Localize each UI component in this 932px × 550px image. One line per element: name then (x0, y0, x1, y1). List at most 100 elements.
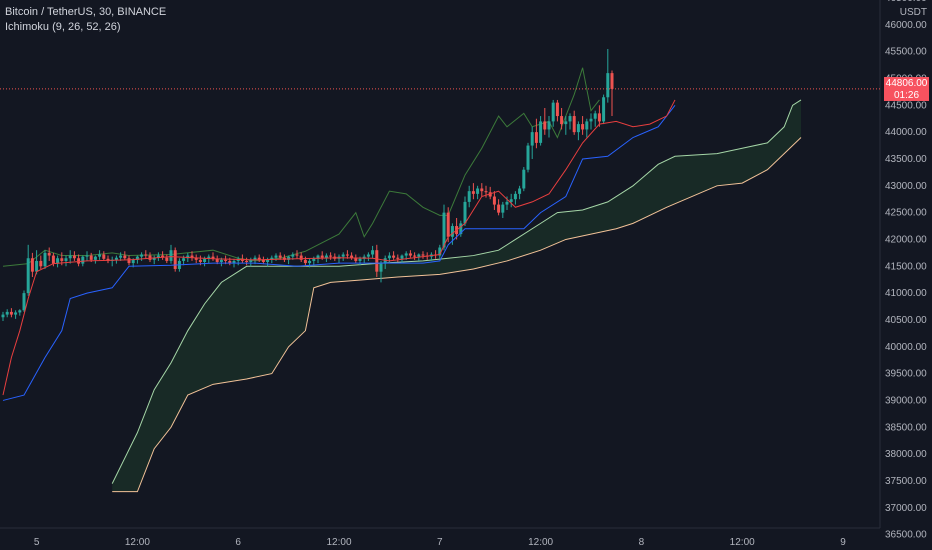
price-tick-label: 36500.00 (885, 530, 927, 541)
time-tick-label: 12:00 (730, 537, 755, 548)
candle-body (408, 253, 412, 256)
candle-body (169, 250, 173, 261)
candle-body (492, 196, 496, 205)
candle-body (270, 257, 274, 260)
candle-body (413, 255, 417, 257)
candle-body (350, 255, 354, 258)
candle-body (278, 255, 282, 258)
candle-body (505, 201, 509, 205)
indicator-label[interactable]: Ichimoku (9, 26, 52, 26) (5, 21, 121, 33)
candle-body (526, 145, 530, 170)
candle-body (56, 258, 60, 264)
candle-body (551, 102, 555, 122)
time-tick-label: 7 (437, 537, 443, 548)
price-tick-label: 41500.00 (885, 261, 927, 272)
candle-body (442, 212, 446, 248)
candle-body (463, 201, 467, 224)
candle-body (72, 255, 76, 259)
candle-body (375, 250, 379, 272)
candle-body (312, 258, 316, 261)
time-tick-label: 9 (840, 537, 846, 548)
time-tick-label: 8 (639, 537, 645, 548)
candle-body (568, 116, 572, 122)
candle-body (417, 254, 421, 257)
price-tick-label: 37500.00 (885, 476, 927, 487)
candle-body (22, 293, 26, 311)
leading-span-a-line (111, 99, 802, 484)
candle-body (135, 256, 139, 260)
candle-body (576, 124, 580, 133)
symbol-title[interactable]: Bitcoin / TetherUS, 30, BINANCE (5, 6, 167, 18)
candle-body (224, 259, 228, 261)
candle-body (358, 258, 362, 261)
candle-body (1, 314, 5, 318)
candle-body (219, 259, 223, 262)
candle-body (198, 259, 202, 262)
candle-body (274, 255, 278, 258)
price-tick-label: 39500.00 (885, 369, 927, 380)
countdown-label: 01:26 (893, 89, 920, 101)
candle-body (39, 260, 43, 267)
candle-body (266, 259, 270, 262)
time-tick-label: 5 (34, 537, 40, 548)
price-tick-label: 38500.00 (885, 422, 927, 433)
candle-body (60, 258, 64, 261)
candle-body (14, 312, 18, 315)
candle-body (589, 118, 593, 122)
base-line (2, 105, 676, 401)
candle-body (354, 257, 358, 261)
candle-body (585, 121, 589, 130)
candle-body (123, 255, 127, 259)
candle-body (438, 247, 442, 256)
candle-body (114, 257, 118, 260)
candle-body (9, 311, 13, 315)
candle-body (597, 113, 601, 122)
candle-body (602, 97, 606, 122)
candle-body (47, 252, 51, 256)
current-price-label: 44806.00 (885, 77, 928, 89)
candle-body (396, 257, 400, 259)
candle-body (127, 258, 131, 264)
candle-body (140, 254, 144, 257)
candle-body (93, 256, 97, 260)
candle-body (341, 254, 345, 257)
candle-body (324, 255, 328, 258)
candle-body (253, 257, 257, 260)
candle-body (5, 311, 9, 315)
candle-body (299, 255, 303, 260)
candle-body (190, 255, 194, 258)
candle-body (295, 254, 299, 256)
candle-body (161, 255, 165, 258)
candle-body (497, 204, 501, 213)
candle-body (144, 254, 148, 256)
candle-body (148, 255, 152, 260)
price-tick-label: 40000.00 (885, 342, 927, 353)
chart-legend: Bitcoin / TetherUS, 30, BINANCE Ichimoku… (5, 5, 166, 35)
candle-body (43, 252, 47, 267)
candle-body (291, 254, 295, 257)
time-tick-label: 12:00 (125, 537, 150, 548)
candle-body (387, 255, 391, 259)
candle-body (257, 257, 261, 260)
candle-body (513, 193, 517, 200)
candle-body (89, 255, 93, 260)
lagging-span-line (2, 67, 600, 267)
price-tick-label: 40500.00 (885, 315, 927, 326)
candle-body (215, 258, 219, 262)
candle-body (610, 73, 614, 89)
candle-body (543, 121, 547, 130)
candle-body (421, 254, 425, 256)
candle-body (404, 253, 408, 256)
current-price-badge: 44806.00 01:26 (884, 76, 929, 101)
candle-body (534, 132, 538, 143)
candle-body (539, 121, 543, 143)
candle-body (392, 255, 396, 258)
candle-body (119, 255, 123, 258)
candle-body (98, 254, 102, 257)
price-tick-label: 43500.00 (885, 154, 927, 165)
price-tick-label: 39000.00 (885, 395, 927, 406)
candle-body (530, 132, 534, 146)
candle-body (173, 250, 177, 269)
